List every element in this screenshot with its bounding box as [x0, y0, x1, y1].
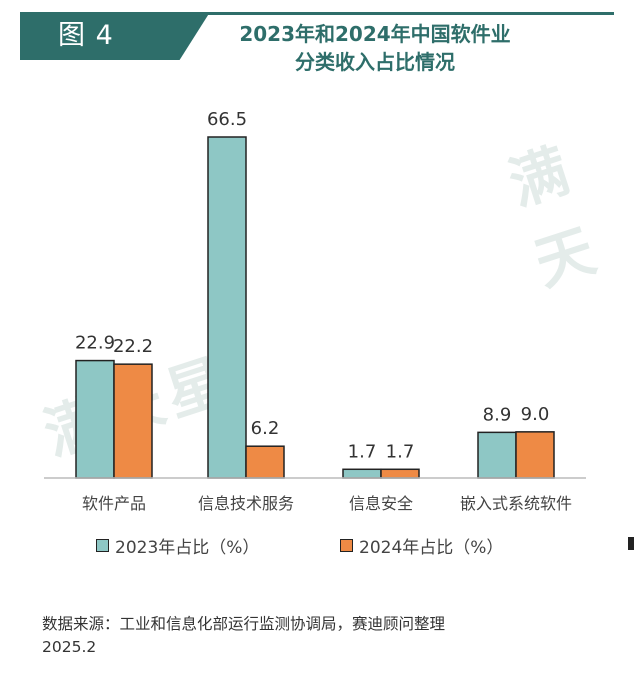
- data-label-2023-0: 22.9: [75, 333, 115, 354]
- bar-2023-0: [75, 359, 115, 479]
- legend-swatch-2024: [340, 539, 353, 552]
- category-label-3: 嵌入式系统软件: [460, 494, 572, 513]
- legend-label-2023: 2023年占比（%）: [115, 538, 260, 558]
- data-label-2024-2: 1.7: [386, 441, 415, 462]
- bar-2024-2: [380, 468, 420, 479]
- category-label-1: 信息技术服务: [198, 494, 294, 513]
- bar-2023-1: [207, 136, 247, 479]
- bar-2024-1: [245, 445, 285, 479]
- category-label-0: 软件产品: [82, 494, 146, 513]
- legend-swatch-2023: [96, 539, 109, 552]
- data-label-2024-1: 6.2: [251, 418, 280, 439]
- legend-label-2024: 2024年占比（%）: [359, 538, 504, 558]
- legend-edge-mark: [628, 537, 634, 550]
- data-label-2023-2: 1.7: [348, 441, 377, 462]
- header-rule: [200, 12, 614, 15]
- source-note: 数据来源：工业和信息化部运行监测协调局，赛迪顾问整理: [42, 615, 446, 633]
- bar-2023-3: [477, 431, 517, 479]
- category-label-2: 信息安全: [349, 494, 413, 513]
- figure-tag: 图 4: [20, 12, 210, 60]
- bar-2023-2: [342, 468, 382, 479]
- source-date: 2025.2: [42, 638, 97, 656]
- chart-title-line2: 分类收入占比情况: [295, 50, 455, 74]
- data-label-2024-0: 22.2: [113, 336, 153, 357]
- legend-item-2023: 2023年占比（%）: [96, 533, 259, 558]
- bar-2024-3: [515, 431, 555, 479]
- data-label-2023-3: 8.9: [483, 404, 512, 425]
- bar-2024-0: [113, 363, 153, 479]
- chart-title-line1: 2023年和2024年中国软件业: [239, 22, 511, 46]
- legend-item-2024: 2024年占比（%）: [340, 533, 503, 558]
- data-label-2023-1: 66.5: [207, 109, 247, 130]
- data-label-2024-3: 9.0: [521, 404, 550, 425]
